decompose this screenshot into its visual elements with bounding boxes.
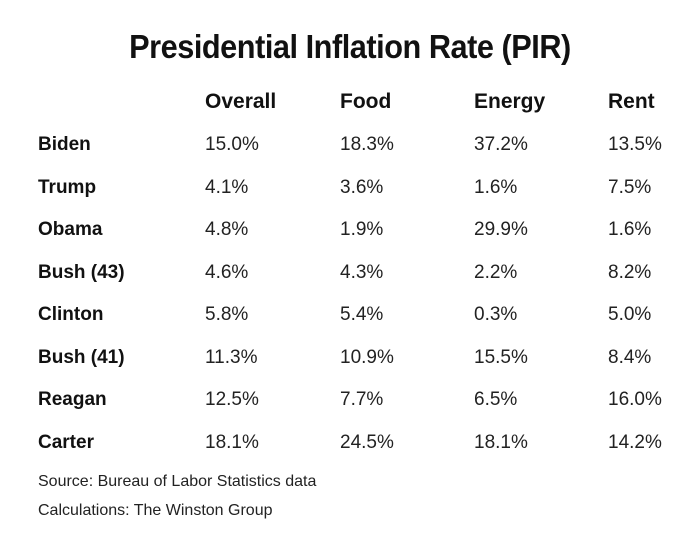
cell-rent: 13.5% [608,134,662,155]
cell-rent: 16.0% [608,389,662,410]
chart-title: Presidential Inflation Rate (PIR) [129,28,571,65]
row-label: Clinton [38,304,104,325]
column-header-rent: Rent [608,90,655,113]
cell-energy: 1.6% [474,177,518,198]
column-header-food: Food [340,90,392,113]
row-label: Carter [38,432,94,453]
cell-overall: 4.6% [205,262,249,283]
row-label: Bush (41) [38,347,125,368]
row-label: Trump [38,177,97,198]
cell-food: 24.5% [340,432,394,453]
source-note: Source: Bureau of Labor Statistics data [38,473,317,490]
cell-rent: 8.4% [608,347,652,368]
cell-rent: 5.0% [608,304,652,325]
cell-overall: 4.8% [205,219,249,240]
cell-food: 4.3% [340,262,384,283]
cell-energy: 37.2% [474,134,528,155]
cell-food: 1.9% [340,219,384,240]
cell-food: 18.3% [340,134,394,155]
cell-rent: 8.2% [608,262,652,283]
cell-food: 5.4% [340,304,384,325]
cell-food: 7.7% [340,389,384,410]
cell-food: 3.6% [340,177,384,198]
cell-energy: 15.5% [474,347,528,368]
cell-overall: 11.3% [205,347,258,368]
column-header-energy: Energy [474,90,546,113]
cell-energy: 0.3% [474,304,518,325]
row-label: Reagan [38,389,107,410]
calculations-note: Calculations: The Winston Group [38,502,273,519]
cell-rent: 7.5% [608,177,652,198]
row-label: Obama [38,219,103,240]
cell-overall: 4.1% [205,177,249,198]
cell-energy: 6.5% [474,389,518,410]
row-label: Bush (43) [38,262,125,283]
cell-energy: 29.9% [474,219,528,240]
cell-energy: 2.2% [474,262,518,283]
row-label: Biden [38,134,91,155]
cell-overall: 15.0% [205,134,259,155]
cell-energy: 18.1% [474,432,528,453]
column-header-overall: Overall [205,90,277,113]
cell-overall: 18.1% [205,432,259,453]
cell-overall: 5.8% [205,304,249,325]
cell-overall: 12.5% [205,389,259,410]
cell-rent: 14.2% [608,432,662,453]
cell-food: 10.9% [340,347,394,368]
cell-rent: 1.6% [608,219,652,240]
